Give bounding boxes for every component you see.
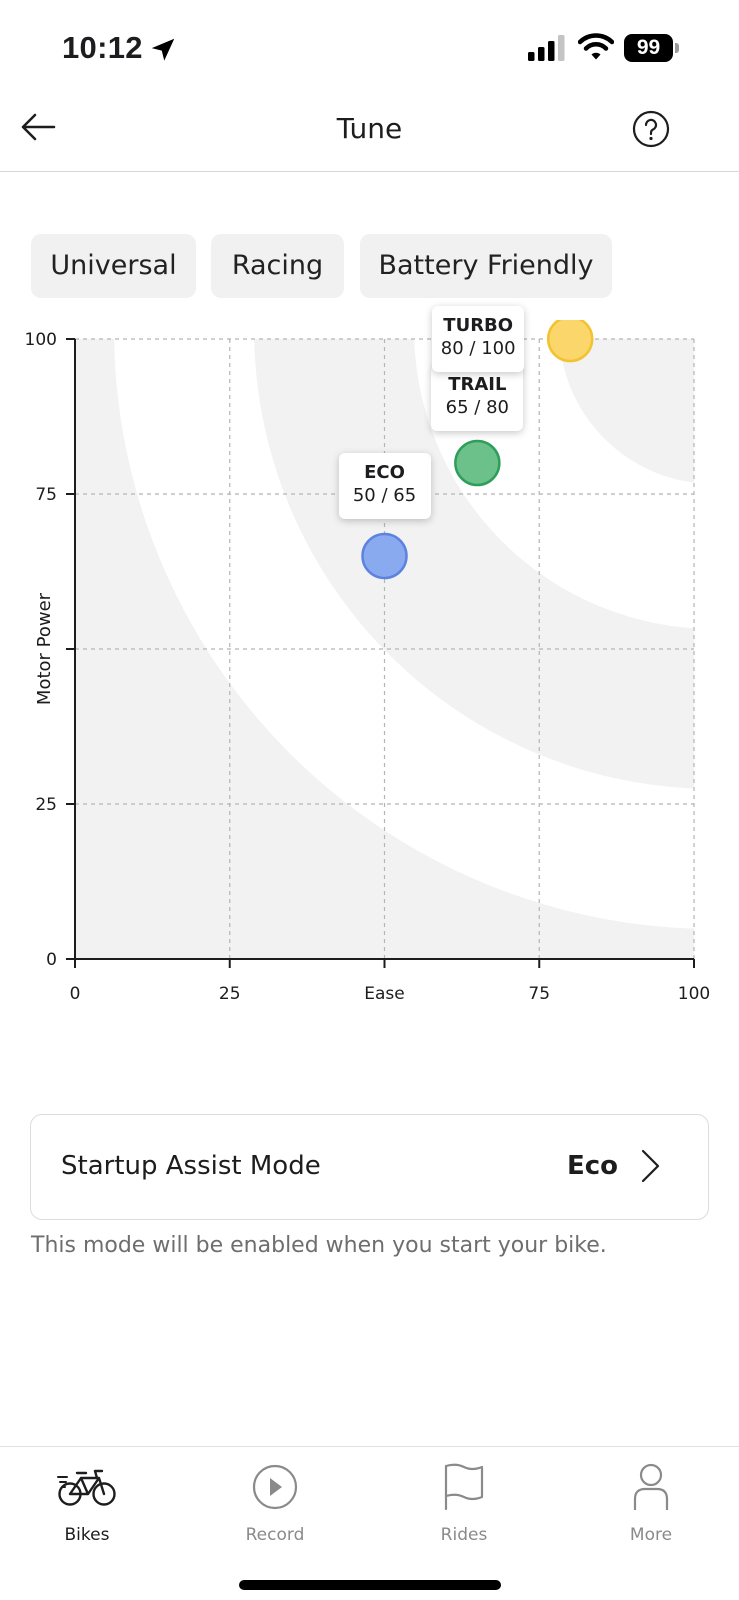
tab-rides[interactable]: Rides: [394, 1447, 534, 1557]
x-tick-label: 25: [219, 984, 241, 1004]
status-bar: 10:12 99: [0, 0, 739, 100]
chart-bands: [75, 339, 694, 959]
tooltip-eco: ECO 50 / 65: [338, 453, 431, 519]
y-tick-label: 25: [35, 795, 57, 815]
tune-chart[interactable]: 0 0 25 25 Ease 75 75 100 100 Motor Power ECO 50 / …: [0, 306, 739, 1040]
record-icon: [252, 1464, 298, 1510]
tab-bikes-label: Bikes: [64, 1525, 110, 1545]
tab-record[interactable]: Record: [205, 1447, 345, 1557]
tab-record-label: Record: [245, 1525, 305, 1545]
startup-assist-value: Eco: [566, 1151, 618, 1181]
y-tick-label: 100: [25, 330, 57, 350]
tooltip-trail: TRAIL 65 / 80: [431, 365, 524, 431]
mode-point-turbo[interactable]: [546, 320, 594, 363]
mode-point-eco[interactable]: [361, 532, 408, 580]
startup-assist-label: Startup Assist Mode: [61, 1151, 321, 1181]
home-indicator: [239, 1580, 501, 1590]
startup-assist-row[interactable]: Startup Assist Mode Eco: [30, 1114, 709, 1220]
wifi-icon: [578, 33, 614, 60]
chevron-right-icon: [641, 1149, 660, 1183]
battery-level: 99: [624, 34, 673, 62]
y-axis-title: Motor Power: [34, 592, 55, 705]
tooltip-value: 65 / 80: [445, 397, 509, 418]
startup-assist-note: This mode will be enabled when you start…: [31, 1233, 607, 1258]
bike-icon: [57, 1469, 116, 1506]
preset-chip-universal[interactable]: Universal: [31, 234, 196, 298]
cellular-signal-icon: [528, 35, 565, 61]
tooltip-turbo: TURBO 80 / 100: [432, 306, 525, 372]
tooltip-name: TURBO: [443, 315, 514, 336]
location-arrow-icon: [151, 38, 175, 61]
tooltip-name: TRAIL: [448, 374, 507, 395]
chart-band-arc: [559, 339, 694, 483]
preset-chip-racing[interactable]: Racing: [211, 234, 344, 298]
preset-chip-battery-friendly[interactable]: Battery Friendly: [360, 234, 612, 298]
x-tick-label: Ease: [364, 984, 404, 1004]
back-arrow-icon[interactable]: [20, 112, 56, 142]
flag-icon: [444, 1463, 484, 1511]
y-tick-label: 0: [46, 950, 57, 970]
tab-more[interactable]: More: [581, 1447, 721, 1557]
mode-point-trail[interactable]: [454, 439, 501, 487]
tooltip-value: 80 / 100: [440, 338, 516, 359]
x-tick-label: 0: [70, 984, 81, 1004]
tab-bar: Bikes Record Rides More: [0, 1446, 739, 1600]
tooltip-value: 50 / 65: [352, 485, 417, 506]
page-title: Tune: [336, 112, 403, 145]
help-icon[interactable]: [632, 110, 670, 148]
y-tick-label: 75: [35, 485, 57, 505]
tab-bikes[interactable]: Bikes: [17, 1447, 157, 1557]
x-tick-label: 75: [528, 984, 550, 1004]
tune-chart-svg: 00 25 25 Ease 75 75 100 100 Motor Power: [25, 320, 711, 1004]
tooltip-name: ECO: [364, 462, 405, 483]
battery-indicator: 99: [624, 34, 680, 62]
person-icon: [633, 1463, 669, 1510]
nav-header: Tune: [0, 100, 739, 172]
status-time: 10:12: [62, 30, 143, 65]
tab-more-label: More: [629, 1525, 673, 1545]
battery-tip: [675, 43, 679, 53]
x-tick-label: 100: [678, 984, 710, 1004]
chart-ticks: 00 25 25 Ease 75 75 100 100 Motor Power: [25, 330, 711, 1004]
tab-rides-label: Rides: [440, 1525, 488, 1545]
chart-points: [361, 320, 594, 580]
